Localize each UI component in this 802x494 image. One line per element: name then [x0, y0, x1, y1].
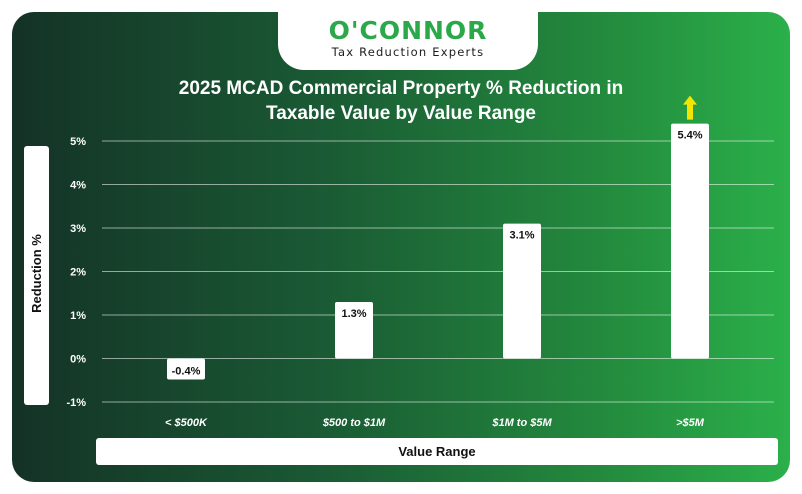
brand-logo: O'CONNOR: [328, 16, 488, 45]
logo-tab: O'CONNOR Tax Reduction Experts: [278, 12, 538, 70]
y-axis-label-box: Reduction %: [24, 146, 49, 405]
y-tick-label: 1%: [70, 310, 86, 322]
x-axis-label: Value Range: [96, 438, 778, 465]
x-tick-label: < $500K: [165, 417, 208, 429]
x-tick-label: >$5M: [676, 417, 705, 429]
y-tick-label: 5%: [70, 136, 86, 148]
y-tick-label: 3%: [70, 223, 86, 235]
data-label: 5.4%: [677, 130, 702, 142]
y-tick-label: -1%: [66, 397, 86, 409]
chart-title: 2025 MCAD Commercial Property % Reductio…: [112, 76, 690, 126]
bar: [503, 223, 541, 359]
bar: [671, 123, 709, 359]
bar-chart-plot: 5% 4% 3% 2% 1% 0% -1% -0.4% < $500K 1.3% $500 to $…: [66, 95, 774, 429]
data-label-background: [167, 361, 205, 380]
bar: [335, 301, 373, 359]
y-tick-label: 4%: [70, 180, 86, 192]
x-tick-label: $1M to $5M: [491, 417, 552, 429]
x-tick-label: $500 to $1M: [322, 417, 386, 429]
chart-title-line1: 2025 MCAD Commercial Property % Reductio…: [178, 78, 624, 99]
data-label: 3.1%: [509, 230, 534, 242]
chart-title-line2: Taxable Value by Value Range: [266, 103, 536, 124]
up-arrow-icon: [683, 95, 697, 120]
y-tick-label: 0%: [70, 354, 86, 366]
data-label: -0.4%: [172, 366, 201, 378]
y-tick-label: 2%: [70, 267, 86, 279]
data-label: 1.3%: [341, 308, 366, 320]
brand-tagline: Tax Reduction Experts: [331, 45, 485, 59]
chart-card: O'CONNOR Tax Reduction Experts 2025 MCAD…: [12, 12, 790, 482]
